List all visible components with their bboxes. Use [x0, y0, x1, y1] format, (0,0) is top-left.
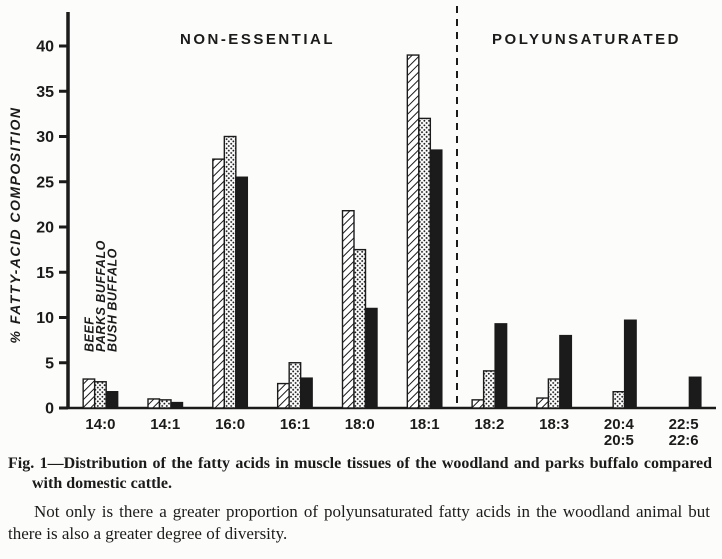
x-category-label: 18:1 — [410, 416, 440, 433]
bar-beef — [212, 158, 226, 409]
bar-beef — [536, 397, 550, 409]
bar-bush-buffalo — [235, 176, 249, 409]
series-label-beef: BEEF — [82, 317, 96, 352]
bar-beef — [147, 398, 161, 409]
bar-beef — [406, 54, 420, 409]
x-category-label: 16:1 — [280, 416, 310, 433]
y-tick-label: 10 — [36, 310, 54, 327]
y-tick-label: 15 — [36, 265, 54, 282]
bar-bush-buffalo — [299, 377, 313, 409]
x-category-label: 18:2 — [474, 416, 504, 433]
y-tick-label: 5 — [45, 355, 54, 372]
bar-parks-buffalo — [547, 378, 561, 409]
bar-parks-buffalo — [612, 391, 626, 409]
figure-caption: Fig. 1—Distribution of the fatty acids i… — [8, 454, 712, 495]
bar-parks-buffalo — [158, 399, 172, 409]
series-label-bush-buffalo: BUSH BUFFALO — [105, 248, 119, 352]
bar-parks-buffalo — [482, 370, 496, 409]
figure-label: Fig. 1 — [8, 455, 48, 472]
bar-parks-buffalo — [223, 135, 237, 409]
x-category-label: 18:0 — [345, 416, 375, 433]
bar-beef — [82, 378, 96, 409]
x-category-label: 14:1 — [150, 416, 180, 433]
series-label-parks-buffalo: PARKS BUFFALO — [94, 240, 108, 352]
y-tick-label: 35 — [36, 84, 54, 101]
x-category-label: 22:6 — [669, 432, 699, 449]
body-paragraph: Not only is there a greater proportion o… — [8, 501, 710, 544]
caption-text: Distribution of the fatty acids in muscl… — [32, 455, 713, 493]
bar-bush-buffalo — [623, 319, 637, 409]
bar-bush-buffalo — [559, 334, 573, 409]
y-tick-label: 0 — [45, 401, 54, 418]
y-tick-label: 30 — [36, 129, 54, 146]
y-axis-title: % FATTY-ACID COMPOSITION — [7, 107, 23, 344]
bar-bush-buffalo — [429, 149, 443, 409]
y-tick-label: 40 — [36, 39, 54, 56]
x-category-label: 22:5 — [669, 416, 699, 433]
x-category-label: 20:4 — [604, 416, 635, 433]
bar-parks-buffalo — [93, 381, 107, 409]
section-label-non-essential: NON-ESSENTIAL — [180, 31, 335, 48]
bar-beef — [276, 382, 290, 409]
bar-bush-buffalo — [688, 376, 702, 409]
bar-bush-buffalo — [494, 323, 508, 409]
bar-parks-buffalo — [418, 117, 432, 409]
section-label-polyunsaturated: POLYUNSATURATED — [492, 31, 681, 48]
bar-beef — [471, 399, 485, 409]
y-tick-label: 20 — [36, 220, 54, 237]
bar-beef — [341, 210, 355, 409]
x-category-label: 20:5 — [604, 432, 634, 449]
x-category-label: 18:3 — [539, 416, 569, 433]
bar-parks-buffalo — [288, 362, 302, 409]
caption-dash: — — [47, 455, 64, 472]
x-category-label: 14:0 — [85, 416, 115, 433]
bar-bush-buffalo — [105, 391, 119, 409]
x-category-label: 16:0 — [215, 416, 245, 433]
fatty-acid-bar-chart: 0 5 10 15 20 25 30 35 40 % FATTY-ACID COMPOSITION… — [7, 6, 716, 449]
bar-bush-buffalo — [364, 307, 378, 409]
bar-bush-buffalo — [170, 401, 184, 409]
y-tick-label: 25 — [36, 174, 54, 191]
bar-parks-buffalo — [353, 248, 367, 409]
